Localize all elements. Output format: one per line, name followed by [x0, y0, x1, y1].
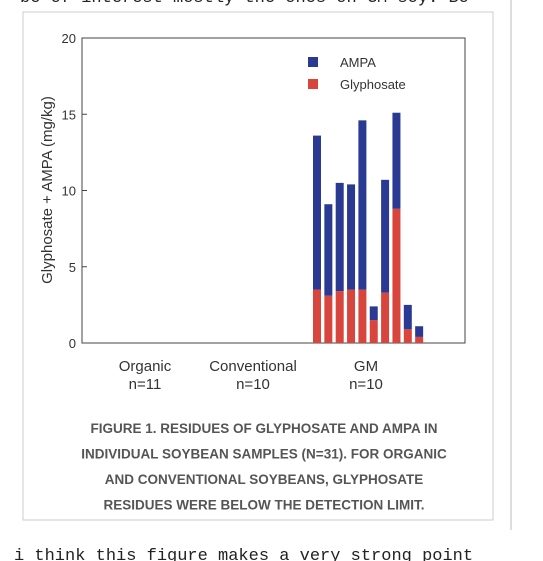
doc-text: be of interest mostly the ones on GM soy…: [20, 0, 469, 8]
legend-label: Glyphosate: [340, 77, 406, 92]
bar-segment: [392, 208, 401, 343]
doc-text: i think this figure makes a very strong …: [14, 547, 473, 561]
bar-segment: [392, 112, 401, 209]
legend-label: AMPA: [340, 55, 376, 70]
bar-segment: [369, 306, 378, 321]
group-count: n=10: [236, 376, 270, 393]
group-label: GM: [354, 358, 378, 375]
caption-line: AND CONVENTIONAL SOYBEANS, GLYPHOSATE: [105, 472, 424, 487]
figure-frame: [22, 11, 494, 521]
bar-segment: [313, 135, 321, 290]
y-tick-label: 10: [62, 184, 76, 199]
caption-line: FIGURE 1. RESIDUES OF GLYPHOSATE AND AMP…: [90, 421, 437, 436]
y-tick-label: 20: [62, 31, 76, 46]
y-tick-label: 5: [69, 260, 76, 275]
y-tick-label: 15: [62, 107, 76, 122]
bar-segment: [335, 182, 344, 292]
y-axis-label: Glyphosate + AMPA (mg/kg): [39, 96, 56, 284]
bar-segment: [403, 304, 412, 330]
group-label: Conventional: [209, 358, 297, 375]
bar-segment: [313, 289, 321, 343]
bar-segment: [358, 120, 367, 290]
bar-segment: [335, 291, 344, 343]
bar-segment: [415, 336, 424, 343]
group-label: Organic: [119, 358, 172, 375]
legend-swatch: [308, 57, 318, 67]
bar-segment: [369, 320, 378, 343]
bar-segment: [358, 289, 367, 343]
caption-line: RESIDUES WERE BELOW THE DETECTION LIMIT.: [103, 498, 424, 513]
bar-segment: [403, 329, 412, 343]
bar-segment: [381, 179, 390, 293]
bar-segment: [415, 326, 424, 337]
bar-segment: [381, 292, 390, 343]
caption-line: INDIVIDUAL SOYBEAN SAMPLES (N=31). FOR O…: [81, 447, 447, 462]
bar-segment: [324, 204, 333, 296]
y-tick-label: 0: [69, 336, 76, 351]
bar-segment: [324, 295, 333, 343]
legend-swatch: [308, 79, 318, 89]
group-count: n=11: [129, 376, 162, 393]
bar-segment: [347, 289, 356, 343]
bar-segment: [347, 184, 356, 290]
group-count: n=10: [349, 376, 383, 393]
